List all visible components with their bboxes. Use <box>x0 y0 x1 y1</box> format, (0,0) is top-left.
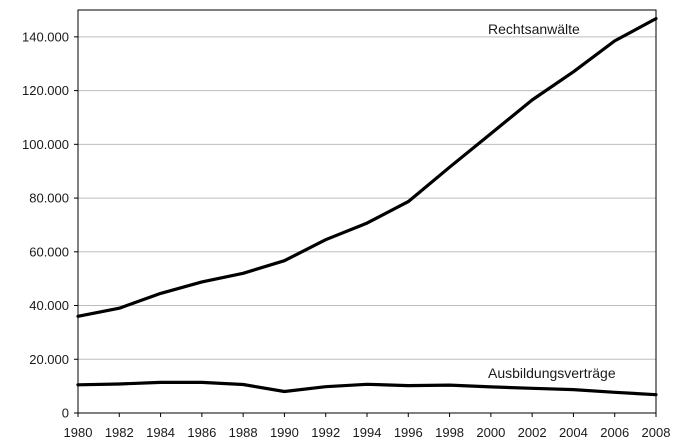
series-lines <box>76 17 658 397</box>
plot-area-frame <box>77 9 657 414</box>
series-label-rechtsanwaelte: Rechtsanwälte <box>488 21 580 37</box>
x-tick-label: 1996 <box>394 425 423 440</box>
y-tick-label: 20.000 <box>29 352 69 367</box>
y-tick-label: 100.000 <box>22 137 69 152</box>
y-axis-ticks: 0 20.000 40.000 60.000 80.000 100.000 120.000 1… <box>22 29 78 421</box>
y-tick-label: 120.000 <box>22 83 69 98</box>
y-tick-label: 60.000 <box>29 244 69 259</box>
x-tick-label: 1994 <box>353 425 382 440</box>
gridlines <box>78 36 656 360</box>
x-tick-label: 2008 <box>642 425 671 440</box>
x-axis-ticks: 1980 1982 1984 1986 1988 1990 1992 1994 1996 1998… <box>64 413 671 440</box>
series-label-ausbildungsvertraege: Ausbildungsverträge <box>488 365 616 381</box>
x-tick-label: 1988 <box>229 425 258 440</box>
x-tick-label: 1990 <box>270 425 299 440</box>
y-tick-label: 140.000 <box>22 29 69 44</box>
x-tick-label: 1984 <box>146 425 175 440</box>
x-tick-label: 1980 <box>64 425 93 440</box>
y-tick-label: 40.000 <box>29 298 69 313</box>
series-line-1 <box>76 380 658 397</box>
y-tick-label: 0 <box>62 406 69 421</box>
x-tick-label: 2006 <box>600 425 629 440</box>
y-tick-label: 80.000 <box>29 191 69 206</box>
x-tick-label: 1998 <box>435 425 464 440</box>
x-tick-label: 2000 <box>476 425 505 440</box>
x-tick-label: 2004 <box>559 425 588 440</box>
x-tick-label: 1986 <box>187 425 216 440</box>
x-tick-label: 2002 <box>518 425 547 440</box>
x-tick-label: 1992 <box>311 425 340 440</box>
x-tick-label: 1982 <box>105 425 134 440</box>
series-line-0 <box>76 17 658 318</box>
